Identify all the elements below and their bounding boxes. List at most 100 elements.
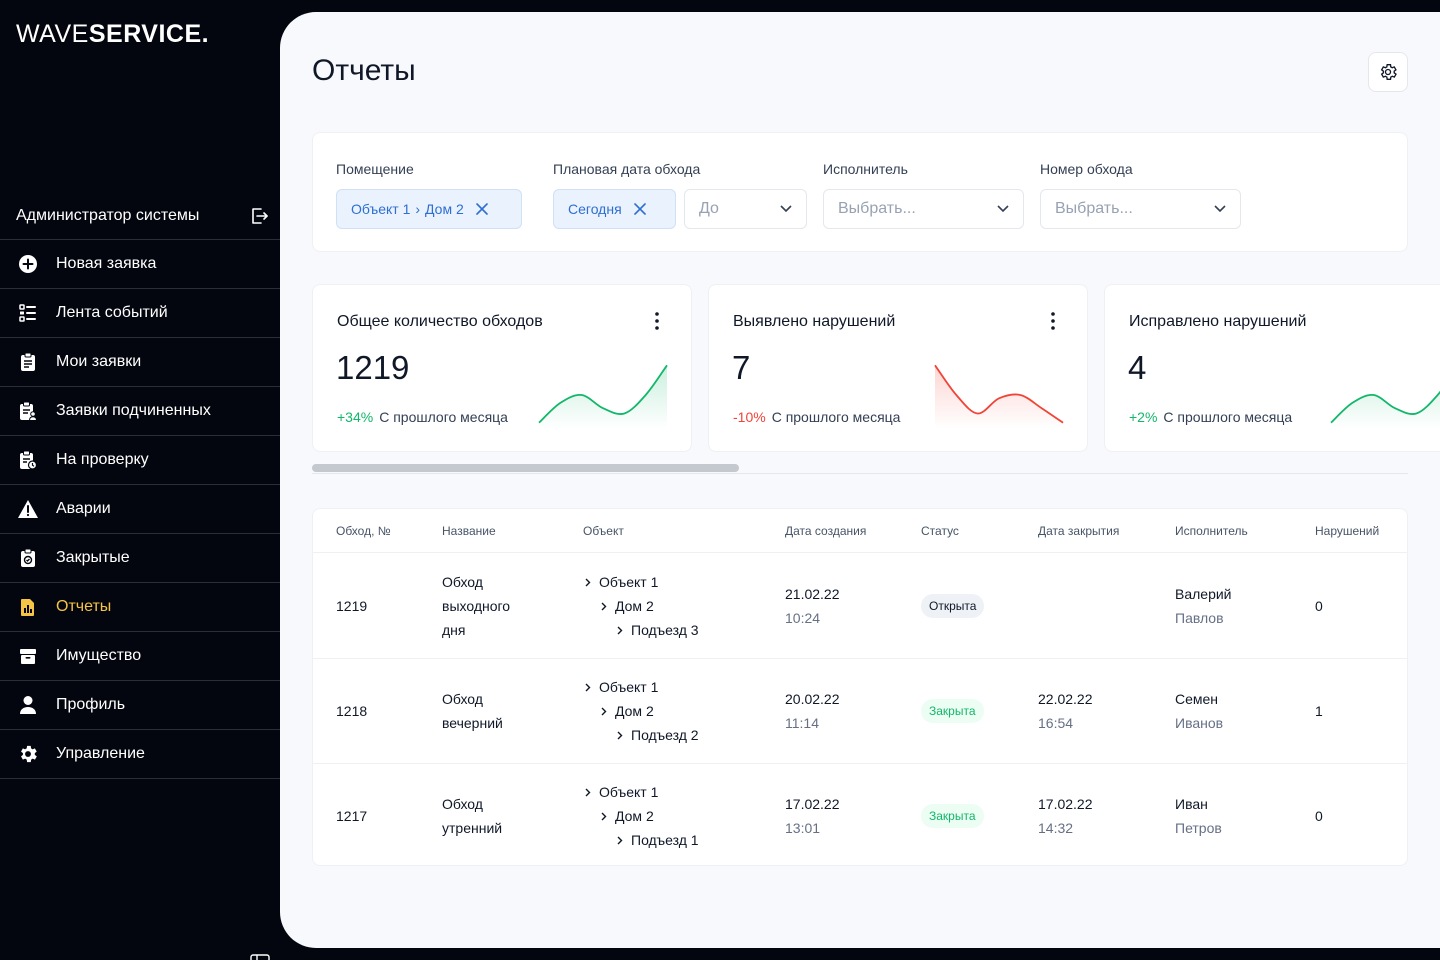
tree-label: Дом 2 — [615, 703, 654, 719]
executor-first-name: Валерий — [1175, 586, 1232, 602]
sidebar-item-reports[interactable]: Отчеты — [0, 583, 280, 632]
sidebar-item-property[interactable]: Имущество — [0, 632, 280, 681]
tree-level-object[interactable]: Объект 1 — [585, 780, 699, 804]
kpi-cards: Общее количество обходов 1219 +34% С прош… — [312, 284, 1440, 452]
tree-level-house[interactable]: Дом 2 — [585, 699, 699, 723]
main-panel: Отчеты Помещение Объект 1 › Дом 2 Планов… — [280, 12, 1440, 948]
more-vertical-icon[interactable] — [647, 309, 667, 333]
sidebar-item-label: Аварии — [56, 500, 111, 517]
chevron-right-icon — [617, 835, 625, 845]
tree-level-entrance[interactable]: Подъезд 2 — [585, 723, 699, 747]
sparkline-area — [539, 365, 667, 429]
executor-last-name: Павлов — [1175, 610, 1224, 626]
cards-scrollbar[interactable] — [312, 464, 1408, 474]
sidebar-collapse-icon[interactable] — [250, 950, 270, 960]
scrollbar-thumb[interactable] — [312, 464, 739, 472]
chip-text-today: Сегодня — [568, 201, 622, 217]
sidebar-item-label: На проверку — [56, 451, 149, 468]
status-badge: Открыта — [921, 594, 985, 618]
status-badge: Закрыта — [921, 804, 984, 828]
tree-level-house[interactable]: Дом 2 — [585, 804, 699, 828]
created-at: 21.02.22 10:24 — [785, 582, 840, 630]
sidebar-item-closed[interactable]: Закрытые — [0, 534, 280, 583]
tree-level-entrance[interactable]: Подъезд 3 — [585, 618, 699, 642]
column-header[interactable]: Статус — [921, 524, 959, 538]
sparkline-area — [935, 365, 1063, 429]
sidebar-item-event-feed[interactable]: Лента событий — [0, 289, 280, 338]
filter-executor: Исполнитель Выбрать... — [823, 161, 1024, 229]
filter-label: Плановая дата обхода — [553, 161, 701, 177]
kpi-card-violations-found: Выявлено нарушений 7 -10% С прошлого меся… — [708, 284, 1088, 452]
sidebar-item-label: Отчеты — [56, 598, 112, 615]
date-to-placeholder: До — [699, 200, 719, 217]
kpi-delta-percent: -10% — [733, 409, 766, 425]
gear-icon — [1378, 62, 1398, 82]
column-header[interactable]: Обход, № — [336, 524, 391, 538]
column-header[interactable]: Название — [442, 524, 496, 538]
executor: Семен Иванов — [1175, 687, 1223, 735]
more-vertical-icon[interactable] — [1043, 309, 1063, 333]
sidebar-item-profile[interactable]: Профиль — [0, 681, 280, 730]
chevron-down-icon — [780, 205, 792, 213]
kpi-card-violations-fixed: Исправлено нарушений 4 +2% С прошлого мес… — [1104, 284, 1440, 452]
executor-last-name: Петров — [1175, 820, 1222, 836]
tree-level-house[interactable]: Дом 2 — [585, 594, 699, 618]
column-header[interactable]: Дата закрытия — [1038, 524, 1120, 538]
created-time: 11:14 — [785, 715, 819, 731]
executor-select[interactable]: Выбрать... — [823, 189, 1024, 229]
warning-icon — [16, 497, 40, 521]
executor-last-name: Иванов — [1175, 715, 1224, 731]
table-row[interactable]: 1217 Обход утренний Объект 1 Дом 2 Подъе… — [313, 764, 1407, 869]
close-icon[interactable] — [475, 203, 488, 215]
column-header[interactable]: Нарушений — [1315, 524, 1380, 538]
chevron-right-icon — [585, 682, 593, 692]
tree-level-object[interactable]: Объект 1 — [585, 675, 699, 699]
table-row[interactable]: 1218 Обход вечерний Объект 1 Дом 2 Подъе… — [313, 659, 1407, 764]
sidebar-item-label: Управление — [56, 745, 145, 762]
filters-panel: Помещение Объект 1 › Дом 2 Плановая дата… — [312, 132, 1408, 252]
date-from-chip[interactable]: Сегодня — [553, 189, 676, 229]
round-id: 1217 — [336, 808, 368, 824]
status-badge: Закрыта — [921, 699, 984, 723]
round-name-line: утренний — [442, 820, 503, 836]
sidebar-item-accidents[interactable]: Аварии — [0, 485, 280, 534]
round-name-line: Обход — [442, 796, 483, 812]
sidebar-item-new-request[interactable]: Новая заявка — [0, 240, 280, 289]
sidebar-item-subordinate-requests[interactable]: Заявки подчиненных — [0, 387, 280, 436]
kpi-value: 4 — [1128, 349, 1147, 386]
tree-label: Подъезд 1 — [631, 832, 699, 848]
column-header[interactable]: Объект — [583, 524, 624, 538]
settings-button[interactable] — [1368, 52, 1408, 92]
sidebar-item-for-review[interactable]: На проверку — [0, 436, 280, 485]
clipboard-check-icon — [16, 546, 40, 570]
round-name: Обход выходного дня — [442, 570, 510, 642]
column-header[interactable]: Исполнитель — [1175, 524, 1248, 538]
sidebar-item-management[interactable]: Управление — [0, 730, 280, 779]
tree-level-object[interactable]: Объект 1 — [585, 570, 699, 594]
executor-first-name: Семен — [1175, 691, 1219, 707]
chevron-right-icon — [585, 577, 593, 587]
kpi-value: 7 — [732, 349, 751, 386]
logout-icon[interactable] — [248, 205, 270, 227]
chip-text-house: Дом 2 — [425, 201, 464, 217]
sidebar-item-label: Мои заявки — [56, 353, 142, 370]
round-name-line: Обход — [442, 574, 483, 590]
filter-label: Помещение — [336, 161, 414, 177]
close-icon[interactable] — [633, 203, 646, 215]
column-header[interactable]: Дата создания — [785, 524, 867, 538]
premises-chip[interactable]: Объект 1 › Дом 2 — [336, 189, 522, 229]
closed-time: 16:54 — [1038, 715, 1074, 731]
filter-premises: Помещение Объект 1 › Дом 2 — [336, 161, 522, 229]
chip-separator: › — [415, 201, 421, 217]
kpi-delta: +34% С прошлого месяца — [337, 409, 508, 425]
round-number-select[interactable]: Выбрать... — [1040, 189, 1241, 229]
table-row[interactable]: 1219 Обход выходного дня Объект 1 Дом 2 … — [313, 554, 1407, 659]
logo-bold-text: SERVICE. — [88, 20, 210, 48]
round-name-line: выходного — [442, 598, 511, 614]
kpi-delta: +2% С прошлого месяца — [1129, 409, 1292, 425]
sidebar-item-my-requests[interactable]: Мои заявки — [0, 338, 280, 387]
app-logo[interactable]: WAVESERVICE. — [16, 20, 209, 49]
tree-level-entrance[interactable]: Подъезд 1 — [585, 828, 699, 852]
date-to-select[interactable]: До — [684, 189, 807, 229]
clipboard-clock-icon — [16, 448, 40, 472]
